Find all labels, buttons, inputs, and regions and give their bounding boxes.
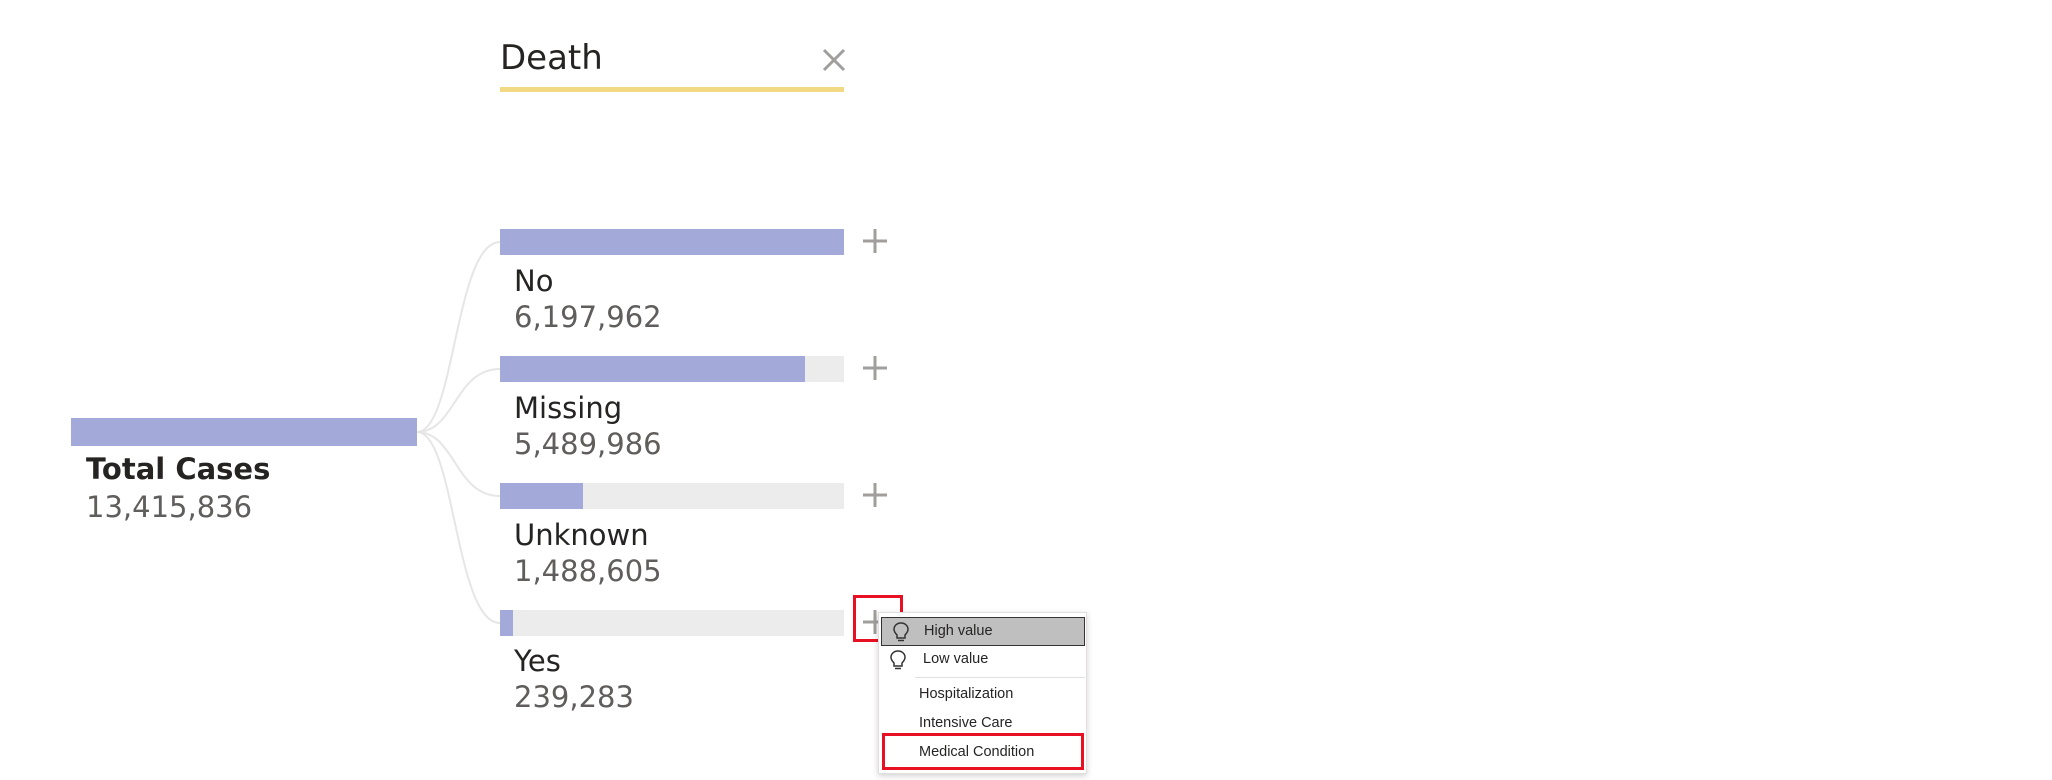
root-node-value: 13,415,836 (86, 490, 253, 524)
node-value-unknown: 1,488,605 (514, 554, 662, 588)
level-header-underline (500, 87, 844, 92)
node-value-no: 6,197,962 (514, 300, 662, 334)
connector-unknown (416, 431, 501, 497)
expand-plus-icon[interactable] (860, 353, 890, 383)
connector-yes (416, 431, 501, 624)
node-label-unknown: Unknown (514, 518, 649, 552)
menu-item-hospitalization[interactable]: Hospitalization (919, 686, 1014, 702)
node-bar-fill (500, 483, 583, 509)
level-header-title: Death (500, 38, 603, 78)
lightbulb-icon (889, 649, 907, 671)
menu-item-intensive-care[interactable]: Intensive Care (919, 715, 1013, 731)
lightbulb-icon (892, 621, 910, 643)
node-bar-fill (500, 610, 514, 636)
split-menu: High value Low value Hospitalization Int… (878, 612, 1087, 774)
menu-item-low-value[interactable]: Low value (879, 646, 1086, 675)
expand-plus-icon[interactable] (860, 480, 890, 510)
node-bar-yes[interactable] (500, 610, 844, 636)
node-bar-fill (500, 356, 805, 382)
node-label-missing: Missing (514, 391, 623, 425)
node-bar-fill (500, 229, 844, 255)
node-bar-no[interactable] (500, 229, 844, 255)
connector-no (416, 241, 501, 433)
node-bar-unknown[interactable] (500, 483, 844, 509)
node-value-missing: 5,489,986 (514, 427, 662, 461)
connector-missing (416, 368, 501, 433)
node-value-yes: 239,283 (514, 680, 634, 714)
menu-separator (915, 677, 1085, 678)
node-label-yes: Yes (514, 644, 561, 678)
close-icon[interactable] (820, 46, 848, 74)
menu-item-high-value[interactable]: High value (881, 617, 1085, 646)
medical-condition-highlight (882, 733, 1084, 770)
root-node-label: Total Cases (86, 452, 271, 486)
root-node-bar[interactable] (71, 418, 417, 446)
node-bar-missing[interactable] (500, 356, 844, 382)
node-label-no: No (514, 264, 554, 298)
menu-item-medical-condition[interactable]: Medical Condition (919, 744, 1035, 760)
expand-plus-icon[interactable] (860, 226, 890, 256)
